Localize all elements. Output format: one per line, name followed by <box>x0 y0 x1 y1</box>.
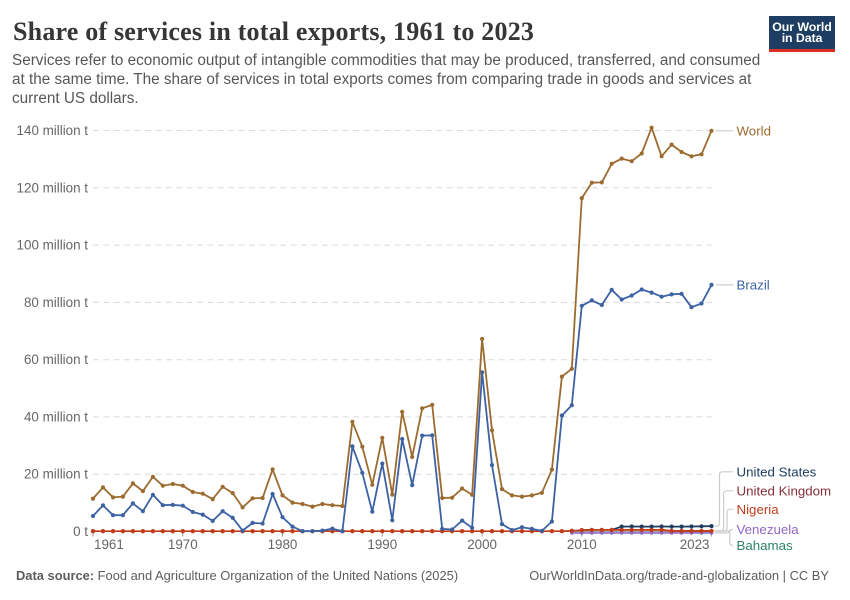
svg-text:World: World <box>737 123 771 138</box>
svg-text:Nigeria: Nigeria <box>737 502 780 517</box>
svg-text:2023: 2023 <box>680 537 710 552</box>
svg-text:1980: 1980 <box>268 537 298 552</box>
svg-text:Bahamas: Bahamas <box>737 538 794 553</box>
svg-text:1970: 1970 <box>168 537 198 552</box>
svg-text:120 million t: 120 million t <box>17 180 89 195</box>
svg-text:20 million t: 20 million t <box>24 467 88 482</box>
svg-text:United States: United States <box>737 464 817 479</box>
svg-text:2000: 2000 <box>467 537 497 552</box>
svg-text:1961: 1961 <box>94 537 124 552</box>
svg-text:40 million t: 40 million t <box>24 409 88 424</box>
svg-text:Brazil: Brazil <box>737 277 770 292</box>
svg-text:100 million t: 100 million t <box>17 238 89 253</box>
svg-text:Venezuela: Venezuela <box>737 522 800 537</box>
svg-text:2010: 2010 <box>567 537 597 552</box>
svg-text:1990: 1990 <box>367 537 397 552</box>
svg-text:60 million t: 60 million t <box>24 352 88 367</box>
svg-text:0 t: 0 t <box>73 524 88 539</box>
svg-text:United Kingdom: United Kingdom <box>737 483 832 498</box>
svg-text:140 million t: 140 million t <box>17 123 89 138</box>
svg-text:80 million t: 80 million t <box>24 295 88 310</box>
